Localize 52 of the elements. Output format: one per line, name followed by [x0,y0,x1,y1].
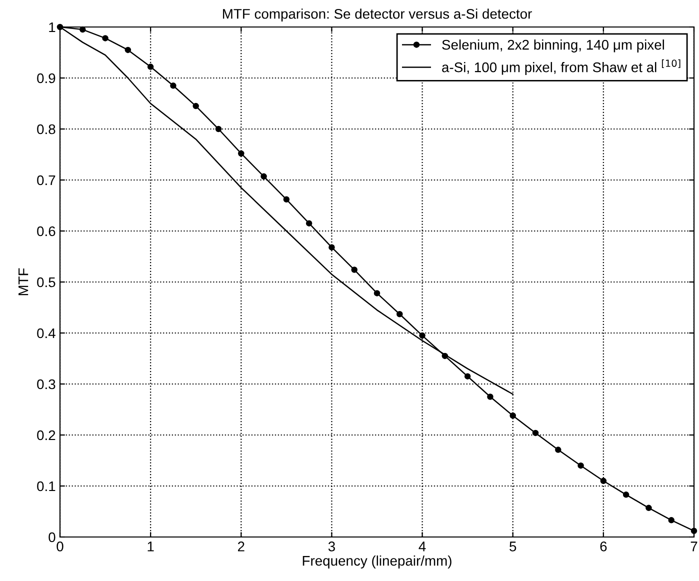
y-tick-label: 0.2 [37,430,56,440]
y-tick-label: 0 [48,532,56,542]
point [238,150,244,157]
point [80,26,86,33]
point [306,220,312,226]
y-tick-label: 1 [49,22,56,32]
point [147,64,154,70]
point [192,102,199,110]
point [396,311,403,318]
point [260,173,267,180]
point [600,478,607,484]
legend-label: a-Si, 100 μm pixel, from Shaw et al $^{[10]}$ [442,59,680,75]
x-tick-label: 2 [238,542,244,552]
x-tick-label: 0 [56,542,64,552]
x-axis-title: Frequency (linepair/mm) [302,556,452,568]
y-tick-label: 0.4 [37,328,56,338]
point [555,446,562,453]
chart-title: MTF comparison: Se detector versus a-Si detector [223,8,532,22]
point [374,290,380,296]
x-tick-label: 7 [690,542,698,552]
x-tick-label: 3 [328,542,335,552]
point [690,528,698,534]
y-axis-title: MTF [18,268,28,296]
point [622,492,630,498]
y-tick-label: 0.6 [37,226,56,236]
point [578,462,584,469]
point [102,35,108,42]
point [668,517,674,524]
point [283,196,290,203]
x-tick-label: 6 [600,542,607,552]
point [646,504,652,512]
y-tick-label: 0.3 [37,379,56,390]
point [351,266,358,273]
y-tick-label: 0.7 [37,175,56,186]
point [510,412,516,419]
point [442,352,448,360]
x-tick-label: 1 [148,542,154,552]
y-tick-label: 0.9 [37,73,56,84]
y-tick-label: 0.8 [37,124,56,134]
point [464,373,471,380]
y-tick-label: 0.5 [37,277,56,288]
point [487,394,494,400]
point [419,332,426,339]
x-tick-label: 4 [418,542,426,552]
point [124,46,132,54]
point [532,430,539,436]
y-tick-label: 0.1 [37,481,56,492]
point [328,244,335,250]
x-tick-label: 5 [510,542,516,552]
legend-label: Selenium, 2x2 binning, 140 μm pixel [442,40,664,52]
point [215,126,222,132]
point [170,82,176,89]
